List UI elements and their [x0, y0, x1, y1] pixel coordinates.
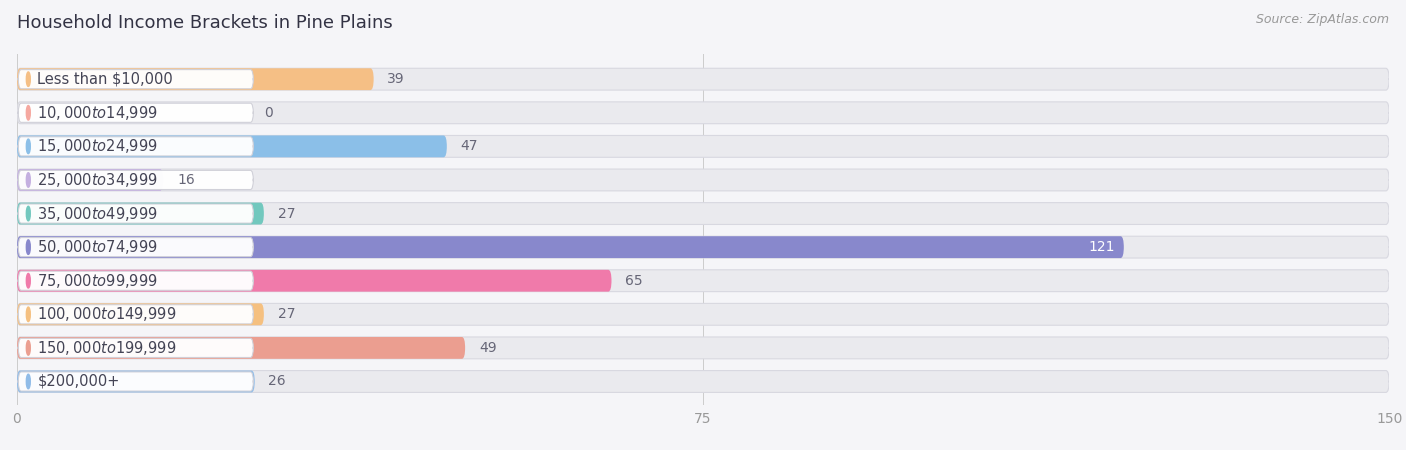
FancyBboxPatch shape: [18, 204, 253, 223]
Circle shape: [27, 72, 31, 86]
Text: $75,000 to $99,999: $75,000 to $99,999: [38, 272, 159, 290]
FancyBboxPatch shape: [17, 68, 374, 90]
FancyBboxPatch shape: [17, 169, 163, 191]
Circle shape: [27, 206, 31, 221]
FancyBboxPatch shape: [18, 372, 253, 391]
Text: $200,000+: $200,000+: [38, 374, 120, 389]
Circle shape: [27, 173, 31, 187]
Text: 121: 121: [1088, 240, 1115, 254]
Text: Less than $10,000: Less than $10,000: [38, 72, 173, 87]
FancyBboxPatch shape: [17, 135, 1389, 157]
FancyBboxPatch shape: [17, 370, 1389, 392]
Text: $15,000 to $24,999: $15,000 to $24,999: [38, 137, 159, 155]
Text: Source: ZipAtlas.com: Source: ZipAtlas.com: [1256, 14, 1389, 27]
Circle shape: [27, 240, 31, 254]
Text: 27: 27: [277, 207, 295, 220]
FancyBboxPatch shape: [17, 270, 1389, 292]
FancyBboxPatch shape: [17, 169, 1389, 191]
FancyBboxPatch shape: [17, 202, 264, 225]
Circle shape: [27, 139, 31, 153]
Text: 65: 65: [626, 274, 643, 288]
FancyBboxPatch shape: [18, 238, 253, 256]
FancyBboxPatch shape: [17, 337, 465, 359]
Circle shape: [27, 307, 31, 322]
Text: $25,000 to $34,999: $25,000 to $34,999: [38, 171, 159, 189]
FancyBboxPatch shape: [18, 103, 253, 122]
FancyBboxPatch shape: [17, 303, 1389, 325]
FancyBboxPatch shape: [17, 270, 612, 292]
FancyBboxPatch shape: [17, 303, 264, 325]
Text: 27: 27: [277, 307, 295, 321]
FancyBboxPatch shape: [17, 236, 1389, 258]
FancyBboxPatch shape: [18, 70, 253, 89]
Text: 49: 49: [479, 341, 496, 355]
Circle shape: [27, 341, 31, 355]
Text: $10,000 to $14,999: $10,000 to $14,999: [38, 104, 159, 122]
FancyBboxPatch shape: [17, 202, 1389, 225]
Text: $150,000 to $199,999: $150,000 to $199,999: [38, 339, 177, 357]
Circle shape: [27, 374, 31, 389]
FancyBboxPatch shape: [18, 171, 253, 189]
FancyBboxPatch shape: [17, 102, 1389, 124]
FancyBboxPatch shape: [18, 137, 253, 156]
Text: 47: 47: [461, 140, 478, 153]
Circle shape: [27, 274, 31, 288]
Text: $35,000 to $49,999: $35,000 to $49,999: [38, 205, 159, 223]
Text: $100,000 to $149,999: $100,000 to $149,999: [38, 305, 177, 323]
FancyBboxPatch shape: [17, 135, 447, 157]
FancyBboxPatch shape: [17, 236, 1123, 258]
FancyBboxPatch shape: [17, 370, 254, 392]
FancyBboxPatch shape: [18, 338, 253, 357]
FancyBboxPatch shape: [17, 68, 1389, 90]
FancyBboxPatch shape: [17, 337, 1389, 359]
Text: 0: 0: [264, 106, 273, 120]
Circle shape: [27, 105, 31, 120]
FancyBboxPatch shape: [18, 305, 253, 324]
Text: $50,000 to $74,999: $50,000 to $74,999: [38, 238, 159, 256]
FancyBboxPatch shape: [18, 271, 253, 290]
Text: Household Income Brackets in Pine Plains: Household Income Brackets in Pine Plains: [17, 14, 392, 32]
Text: 26: 26: [269, 374, 285, 388]
Text: 16: 16: [177, 173, 194, 187]
Text: 39: 39: [388, 72, 405, 86]
